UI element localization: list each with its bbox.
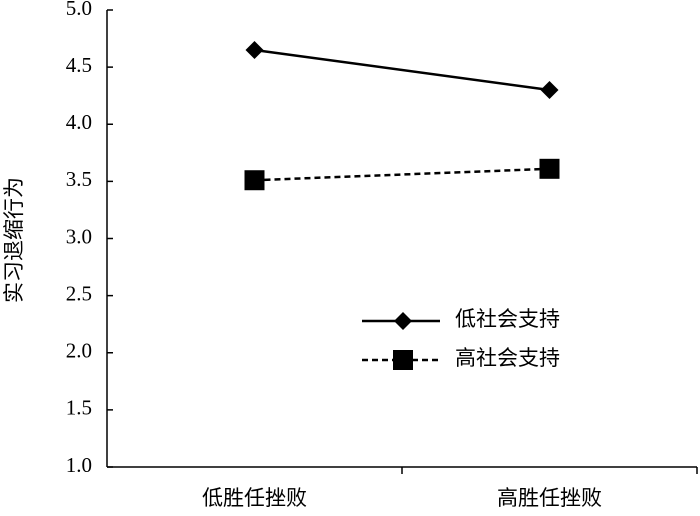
y-tick-label: 1.0: [66, 453, 92, 477]
series-line: [254, 48, 550, 92]
legend-marker: [394, 312, 412, 330]
legend-label: 低社会支持: [455, 307, 560, 331]
data-point: [244, 170, 265, 191]
data-point: [539, 158, 560, 179]
series-line: [254, 167, 550, 182]
y-tick-label: 4.0: [66, 110, 92, 134]
legend-marker: [393, 350, 413, 370]
x-tick-label: 高胜任挫败: [497, 486, 602, 510]
y-tick-label: 3.0: [66, 224, 92, 248]
x-tick-label: 低胜任挫败: [202, 486, 307, 510]
y-tick-label: 5.0: [66, 0, 92, 20]
legend-label: 高社会支持: [455, 346, 560, 370]
data-point: [245, 40, 264, 59]
y-tick-label: 4.5: [66, 53, 92, 77]
y-tick-label: 2.5: [66, 281, 92, 305]
y-axis-label: 实习退缩行为: [2, 177, 26, 303]
y-tick-label: 1.5: [66, 396, 92, 420]
y-tick-label: 3.5: [66, 167, 92, 191]
y-tick-label: 2.0: [66, 339, 92, 363]
data-point: [540, 80, 559, 99]
